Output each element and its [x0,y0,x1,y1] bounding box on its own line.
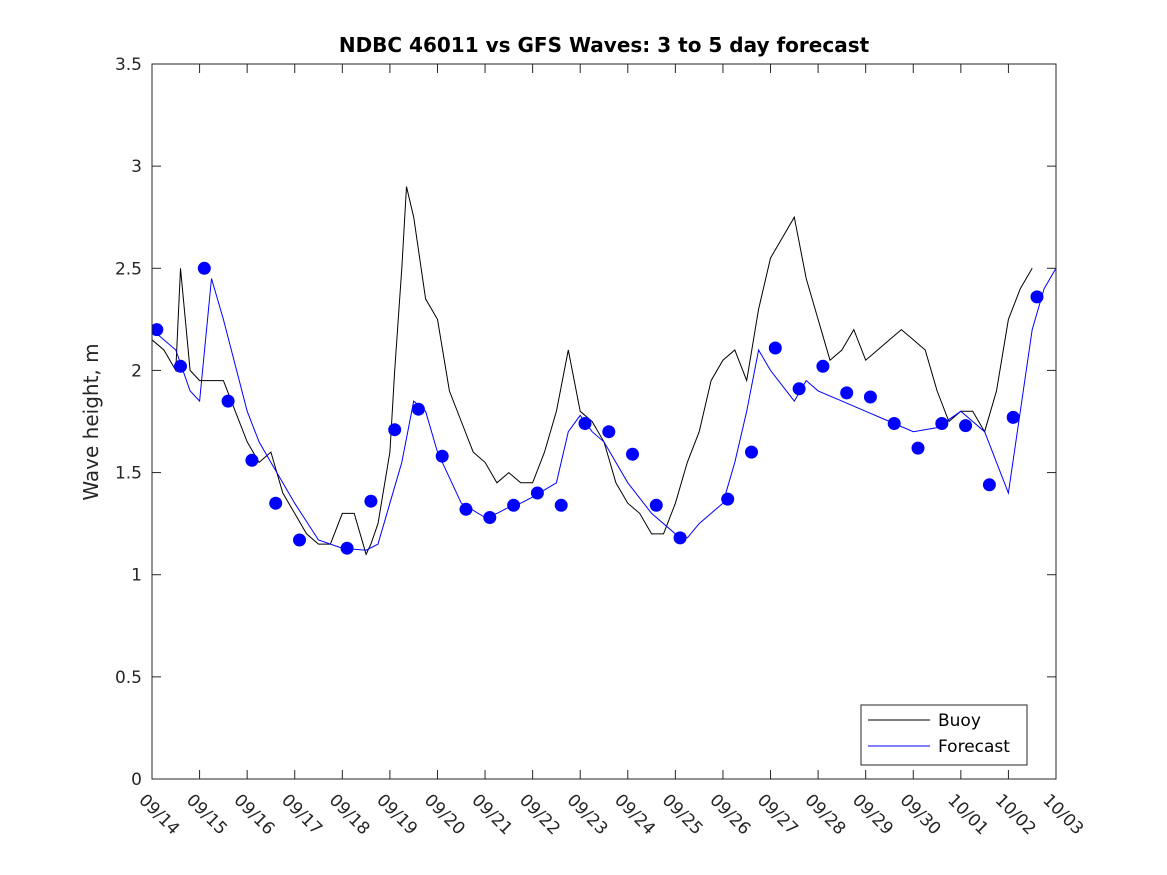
forecast-marker [863,390,877,404]
forecast-marker [221,394,235,408]
buoy-series-line [152,186,1033,556]
forecast-marker [340,541,354,555]
forecast-marker [197,261,211,275]
forecast-marker [388,423,402,437]
forecast-marker [745,445,758,459]
forecast-marker [152,323,164,337]
forecast-marker [626,447,639,461]
forecast-marker [245,453,259,467]
forecast-marker [269,496,283,510]
axes-box [151,63,1057,780]
forecast-marker [768,341,782,355]
y-tick-label: 3.5 [115,55,142,75]
legend-forecast-label: Forecast [938,737,1010,757]
forecast-marker [364,494,378,508]
forecast-marker [673,531,687,545]
forecast-marker [982,478,996,492]
forecast-marker [530,486,544,500]
forecast-marker [721,492,735,506]
y-tick-label: 0 [131,770,142,790]
forecast-marker [554,498,568,512]
forecast-marker [959,419,973,433]
forecast-marker [911,441,925,455]
forecast-marker [1030,290,1044,304]
y-tick-label: 1.5 [115,464,142,484]
forecast-marker [792,382,806,396]
y-tick-label: 0.5 [115,668,142,688]
forecast-marker [435,449,449,463]
y-tick-label: 3 [131,157,142,177]
legend: Buoy Forecast [860,704,1028,766]
forecast-marker [483,511,497,524]
forecast-marker [174,359,187,373]
y-tick-label: 1 [131,566,142,586]
forecast-marker [507,498,521,512]
y-axis-label: Wave height, m [79,343,103,500]
y-tick-label: 2.5 [115,259,142,279]
forecast-marker [840,386,854,400]
y-axis: 0 0.5 1 1.5 2 2.5 3 3.5 [115,55,1056,790]
forecast-marker [293,533,306,547]
forecast-marker [887,417,901,430]
series-group [152,186,1056,556]
forecast-marker [935,417,949,430]
legend-buoy-label: Buoy [938,711,981,731]
chart-title: NDBC 46011 vs GFS Waves: 3 to 5 day fore… [339,33,870,57]
forecast-marker [459,502,473,516]
forecast-marker [578,417,592,430]
forecast-marker [411,402,425,416]
forecast-marker [1006,410,1020,424]
forecast-marker [816,359,830,373]
forecast-marker [602,425,616,439]
plot-series [152,186,1056,556]
y-tick-label: 2 [131,361,142,381]
forecast-marker [649,498,663,512]
legend-box [860,704,1028,766]
